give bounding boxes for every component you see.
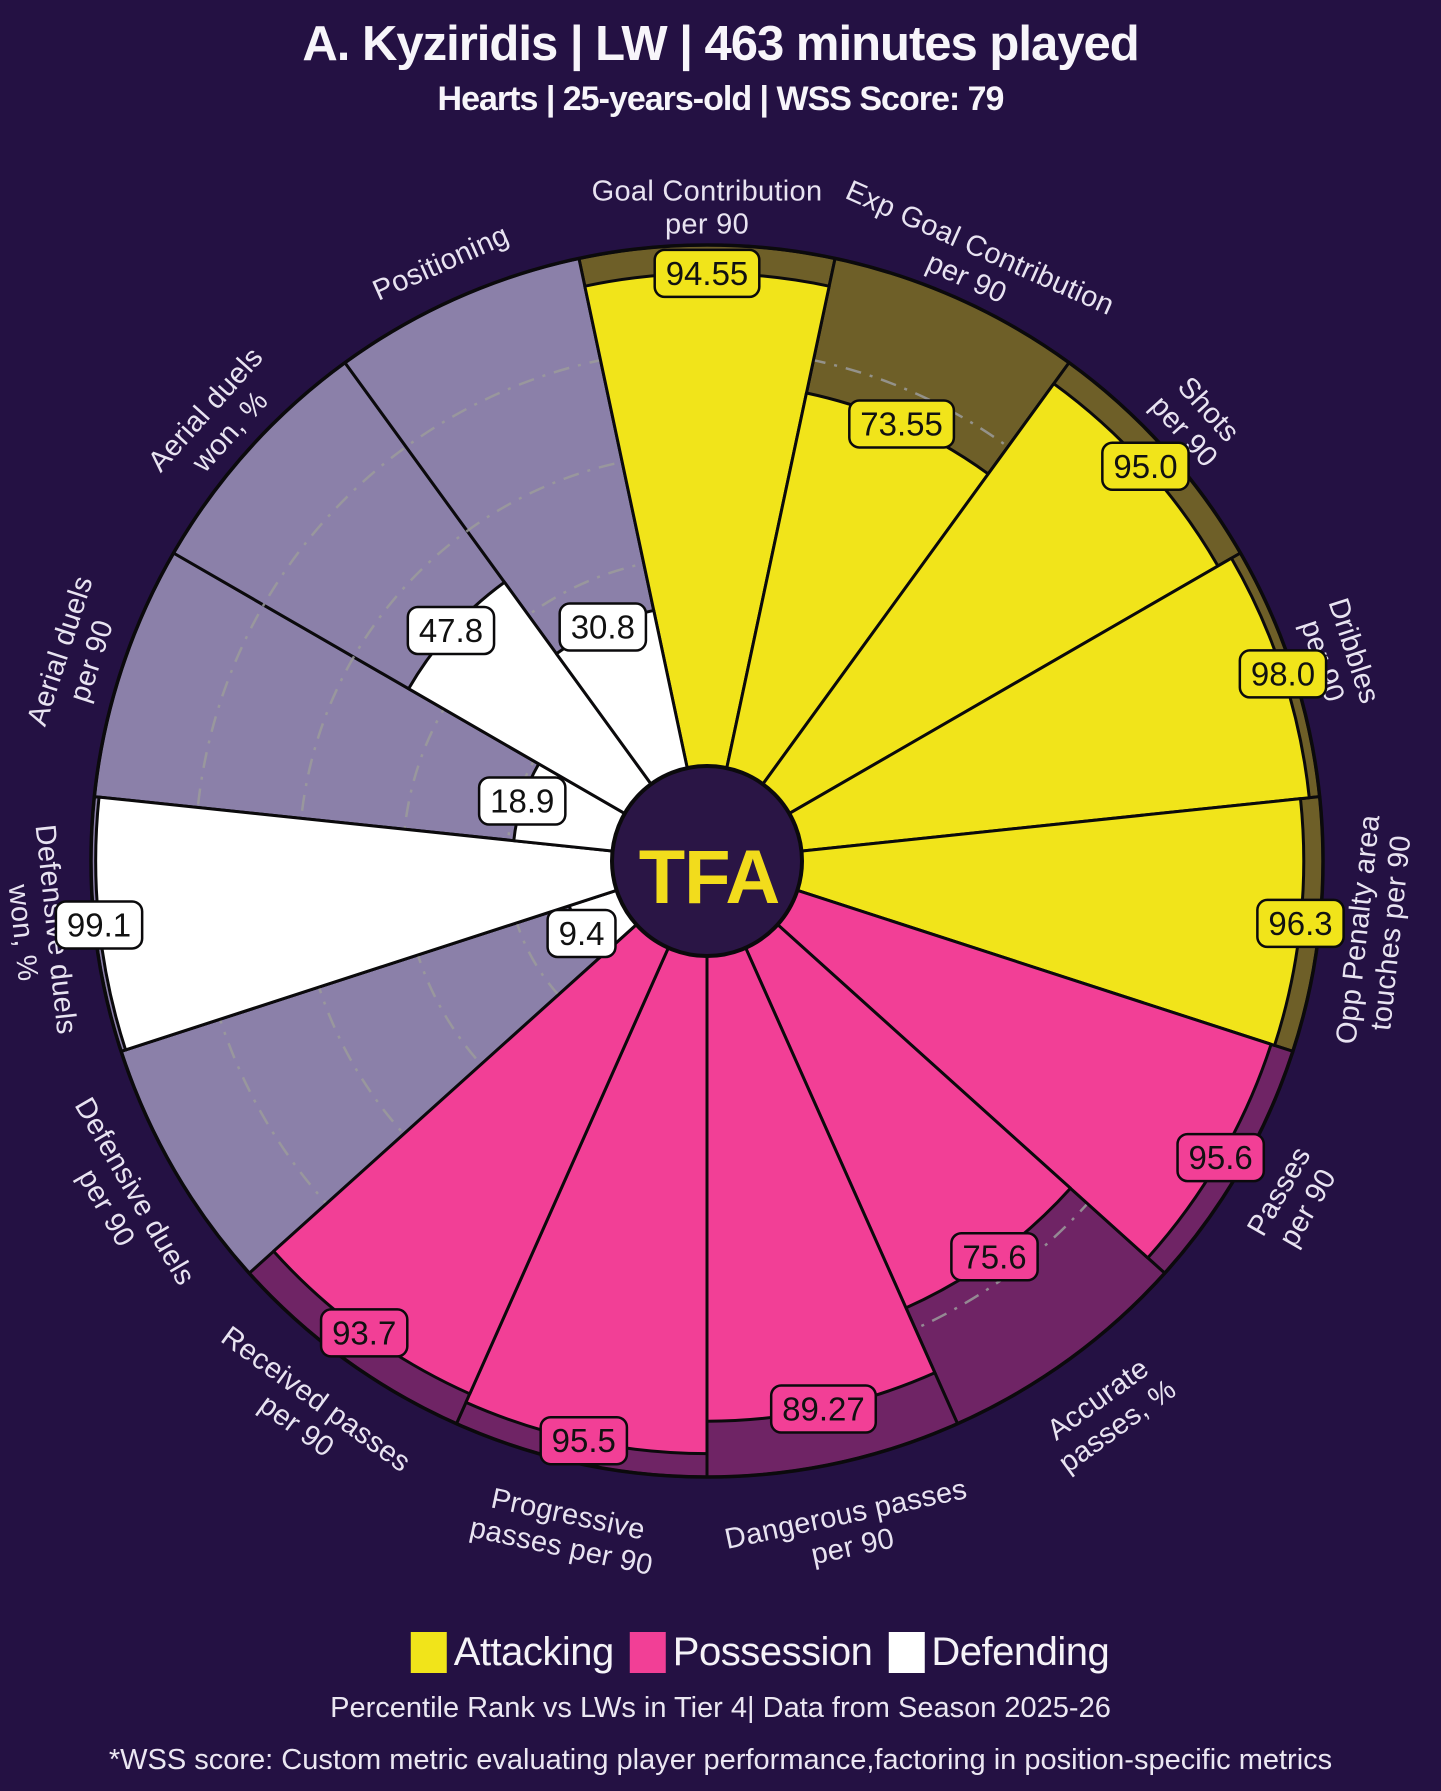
tfa-logo: TFA	[639, 835, 780, 920]
value-label-received-passes-per-90: 93.7	[319, 1308, 409, 1358]
center-circle	[610, 764, 804, 958]
svg-text:99.1: 99.1	[67, 906, 131, 943]
svg-text:73.55: 73.55	[860, 405, 943, 442]
svg-text:9.4: 9.4	[559, 915, 605, 952]
value-label-aerial-duels-won: 47.8	[406, 605, 496, 656]
value-label-passes-per-90: 95.6	[1176, 1132, 1266, 1183]
value-label-accurate-passes: 75.6	[950, 1232, 1039, 1282]
value-label-dribbles-per-90: 98.0	[1238, 649, 1328, 699]
svg-text:94.55: 94.55	[666, 255, 749, 292]
value-label-positioning: 30.8	[558, 602, 648, 652]
value-label-goal-contribution-per-90: 94.55	[653, 248, 761, 299]
page-title: A. Kyziridis | LW | 463 minutes played	[302, 17, 1139, 71]
svg-text:93.7: 93.7	[332, 1314, 396, 1351]
legend-item-defending: Defending	[888, 1630, 1110, 1675]
svg-text:47.8: 47.8	[419, 612, 483, 649]
outer-ring	[89, 243, 1325, 1479]
value-label-defensive-duels-won: 99.1	[54, 900, 144, 950]
legend-swatch-possession	[629, 1632, 666, 1673]
slice-label-goal-contribution-per-90: Goal Contribution per 90	[592, 176, 823, 241]
svg-text:95.0: 95.0	[1113, 448, 1177, 485]
svg-text:75.6: 75.6	[962, 1238, 1026, 1275]
value-label-opp-penalty-area-touches-per-90: 96.3	[1256, 898, 1345, 949]
value-label-dangerous-passes-per-90: 89.27	[769, 1384, 878, 1434]
page-subtitle: Hearts | 25-years-old | WSS Score: 79	[437, 80, 1005, 118]
svg-text:96.3: 96.3	[1268, 905, 1332, 942]
slice-label-progressive-passes-per-90: Progressivepasses per 90	[467, 1480, 663, 1582]
footer-wss-note: *WSS score: Custom metric evaluating pla…	[108, 1744, 1333, 1776]
footer-context-line: Percentile Rank vs LWs in Tier 4| Data f…	[330, 1692, 1111, 1724]
svg-text:89.27: 89.27	[782, 1391, 865, 1428]
value-label-shots-per-90: 95.0	[1101, 441, 1190, 492]
legend-label-possession: Possession	[672, 1630, 873, 1674]
value-label-defensive-duels-per-90: 9.4	[546, 908, 617, 959]
legend-swatch-attacking	[410, 1632, 447, 1673]
legend-swatch-defending	[888, 1632, 925, 1673]
legend-label-attacking: Attacking	[453, 1630, 615, 1674]
legend-item-possession: Possession	[629, 1630, 873, 1675]
svg-text:98.0: 98.0	[1251, 655, 1315, 692]
svg-text:18.9: 18.9	[490, 783, 554, 820]
value-label-progressive-passes-per-90: 95.5	[539, 1415, 629, 1466]
chart-legend: Attacking Possession Defending	[410, 1630, 1125, 1675]
slice-label-dangerous-passes-per-90: Dangerous passesper 90	[722, 1473, 977, 1588]
value-label-aerial-duels-per-90: 18.9	[477, 776, 567, 826]
value-label-exp-goal-contribution-per-90: 73.55	[848, 399, 956, 449]
svg-text:95.6: 95.6	[1189, 1139, 1253, 1176]
svg-text:30.8: 30.8	[571, 609, 635, 646]
legend-label-defending: Defending	[931, 1630, 1110, 1674]
legend-item-attacking: Attacking	[410, 1630, 615, 1675]
svg-text:95.5: 95.5	[552, 1422, 616, 1459]
